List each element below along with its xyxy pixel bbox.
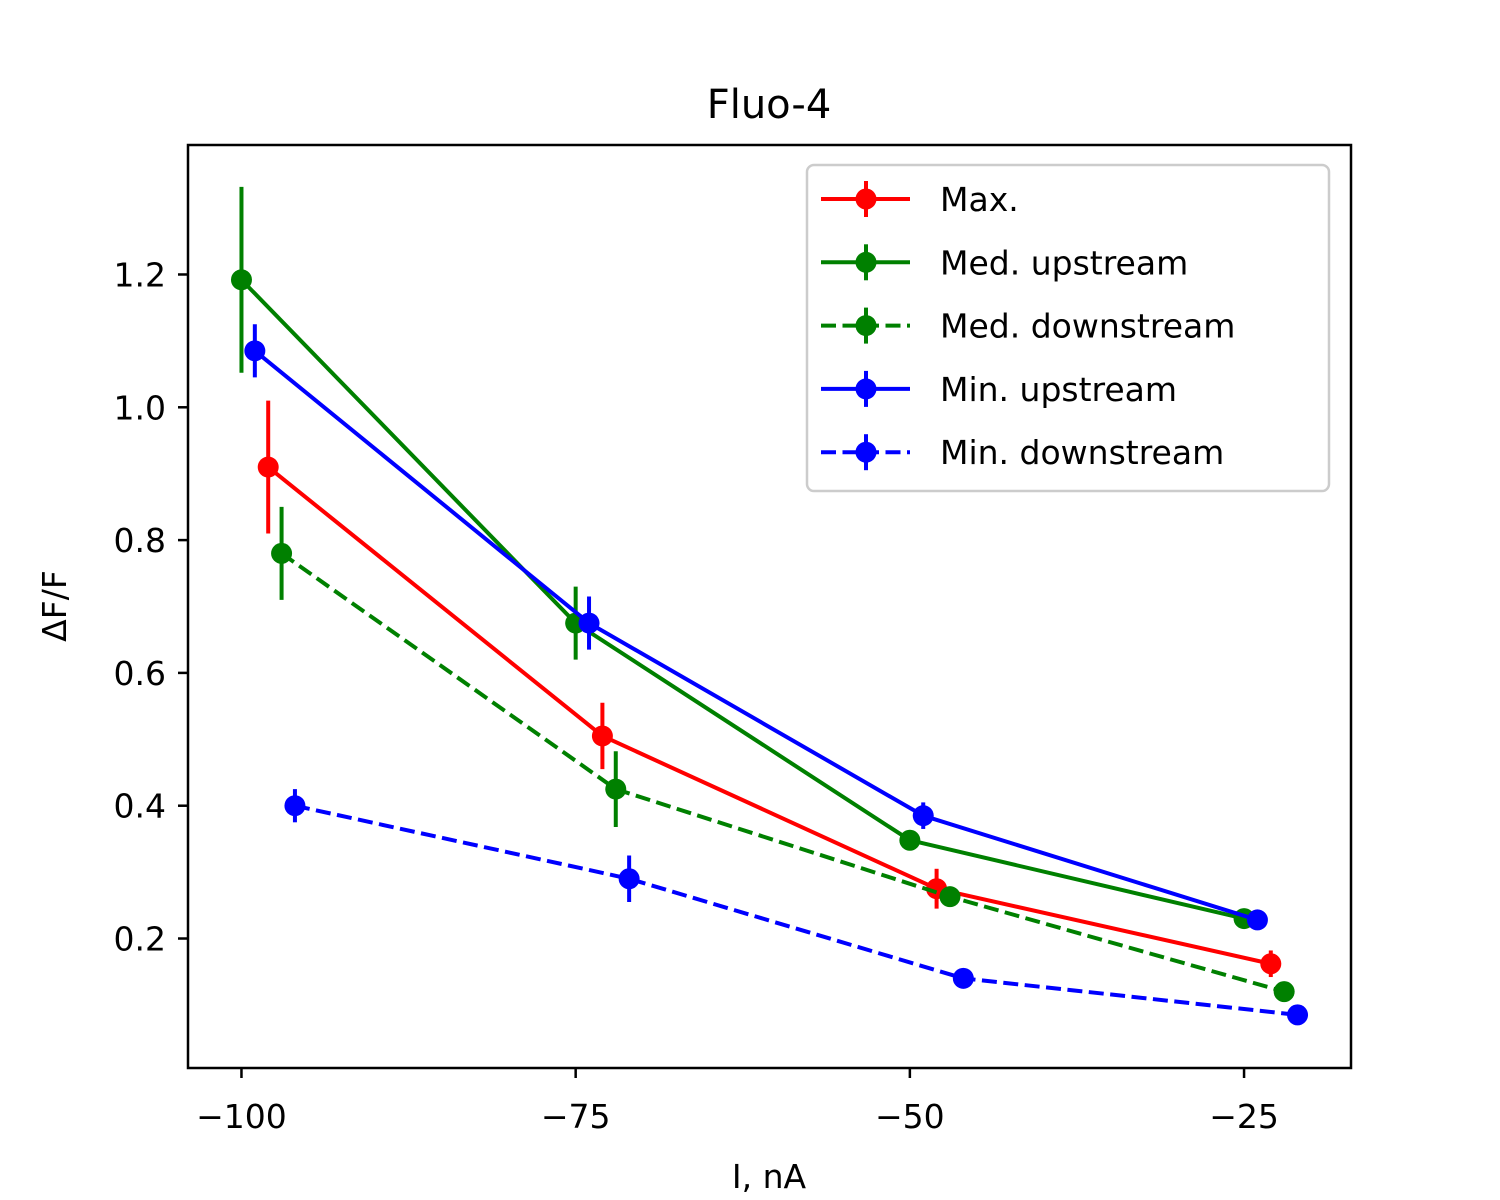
legend-marker (855, 188, 877, 210)
legend-entries: Max. Med. upstream Med. downstream Min. ups… (821, 180, 1235, 472)
legend-label: Min. upstream (940, 370, 1177, 409)
data-point (591, 725, 613, 747)
y-tick-label: 1.0 (114, 388, 166, 427)
data-point (244, 340, 266, 362)
legend: Max. Med. upstream Med. downstream Min. ups… (805, 163, 1331, 493)
series-2 (271, 506, 1295, 1003)
legend-entry: Min. downstream (821, 433, 1224, 472)
x-tick-label: −100 (196, 1097, 287, 1136)
x-axis-label: I, nA (732, 1157, 807, 1196)
y-axis-label: ΔF/F (35, 570, 74, 642)
series-0 (257, 400, 1282, 978)
plot-area (186, 143, 1353, 1070)
data-point (605, 778, 627, 800)
legend-label: Min. downstream (940, 433, 1224, 472)
y-axis: 0.2 0.4 0.6 0.8 1.0 1.2 (114, 255, 188, 959)
y-tick-label: 0.2 (114, 920, 166, 959)
series-line (240, 278, 1245, 921)
data-point (257, 456, 279, 478)
y-tick-label: 0.8 (114, 521, 166, 560)
y-tick-label: 0.4 (114, 787, 166, 826)
data-point (618, 868, 640, 890)
x-tick-label: −25 (1209, 1097, 1279, 1136)
legend-marker (855, 315, 877, 337)
legend-entry: Max. (821, 180, 1019, 219)
data-point (952, 967, 974, 989)
series-line (280, 551, 1285, 994)
data-point (939, 886, 961, 908)
series-line (294, 803, 1298, 1017)
legend-marker (855, 441, 877, 463)
y-tick-label: 0.6 (114, 654, 166, 693)
data-point (1260, 953, 1282, 975)
legend-entry: Min. upstream (821, 370, 1177, 409)
plot-frame (186, 143, 1353, 1070)
data-point (1287, 1004, 1309, 1026)
legend-marker (855, 378, 877, 400)
data-point (230, 269, 252, 291)
series-4 (284, 789, 1309, 1026)
x-axis: −100 −75 −50 −25 (196, 1068, 1279, 1136)
data-point (578, 612, 600, 634)
data-point (271, 542, 293, 564)
data-point (284, 795, 306, 817)
series-line (266, 465, 1272, 966)
data-point (1246, 909, 1268, 931)
legend-label: Med. downstream (940, 307, 1235, 346)
series-layer (230, 186, 1309, 1026)
legend-marker (855, 251, 877, 273)
x-tick-label: −75 (541, 1097, 611, 1136)
series-line (253, 349, 1259, 922)
legend-label: Max. (940, 180, 1019, 219)
x-tick-label: −50 (875, 1097, 945, 1136)
legend-entry: Med. downstream (821, 307, 1235, 346)
legend-frame (805, 163, 1331, 493)
chart-title: Fluo-4 (707, 82, 832, 128)
legend-label: Med. upstream (940, 243, 1188, 282)
series-3 (244, 324, 1268, 931)
legend-entry: Med. upstream (821, 243, 1188, 282)
data-point (912, 805, 934, 827)
data-point (899, 829, 921, 851)
y-tick-label: 1.2 (114, 255, 166, 294)
data-point (1273, 981, 1295, 1003)
